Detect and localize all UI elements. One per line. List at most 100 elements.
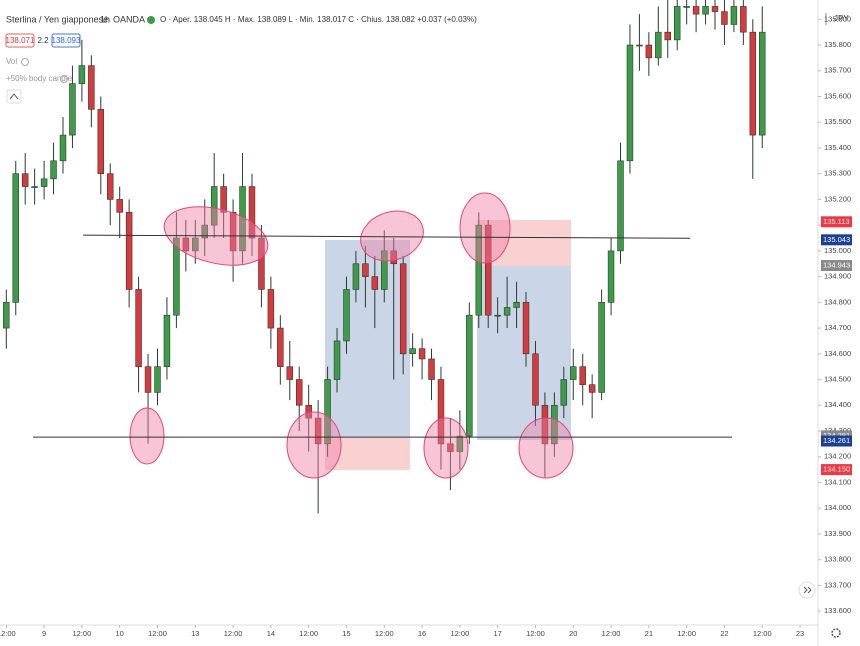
bid[interactable]: 138.071: [6, 36, 35, 45]
candle-body: [655, 31, 662, 59]
y-tick-label: 133.600: [824, 606, 851, 615]
price-tag: [821, 260, 852, 272]
indicator-icon[interactable]: [21, 58, 29, 66]
x-tick-label: 20: [569, 629, 577, 638]
currency[interactable]: JPY: [834, 14, 849, 23]
candle-body: [173, 237, 180, 316]
candle-body: [588, 384, 596, 393]
candle-body: [522, 302, 530, 355]
y-tick-label: 134.700: [824, 323, 851, 332]
ellipse: [129, 407, 165, 465]
indicator-icon[interactable]: [60, 75, 68, 83]
candle-body: [125, 211, 133, 290]
candle-body: [352, 263, 360, 290]
candle-body: [437, 379, 445, 445]
x-tick-label: 12:00: [526, 629, 545, 638]
candle-body: [40, 178, 48, 187]
candle-body: [390, 250, 397, 265]
candle-body: [50, 160, 57, 180]
settings-button[interactable]: [831, 628, 841, 638]
candle-body: [636, 44, 643, 47]
candle-body: [484, 224, 492, 316]
highlight-ellipses: [129, 192, 574, 479]
candle-body: [466, 314, 473, 437]
price-tag-label: 134.281: [823, 431, 850, 440]
candle-body: [617, 160, 624, 252]
candle-body: [31, 186, 38, 188]
candle-body: [683, 6, 690, 8]
candle-body: [730, 6, 738, 25]
x-tick-label: 12:00: [375, 629, 394, 638]
x-tick-label: 12:00: [224, 629, 243, 638]
source: OANDA: [113, 14, 145, 24]
candle-body: [607, 250, 615, 303]
candle-body: [532, 353, 539, 406]
indicator[interactable]: +50% body candle: [6, 74, 73, 83]
long-position-stop: [325, 437, 410, 470]
price-tag-label: 134.943: [823, 261, 850, 270]
indicator[interactable]: Vol: [6, 57, 17, 66]
y-tick-label: 133.900: [824, 529, 851, 538]
x-tick-label: 21: [645, 629, 653, 638]
spread: 2.2: [37, 36, 49, 45]
x-tick-label: 14: [267, 629, 275, 638]
scroll-icon: [803, 586, 812, 594]
candle-body: [711, 6, 719, 12]
collapse-icon: [9, 93, 19, 100]
market-status: [147, 16, 155, 24]
candle-body: [598, 302, 605, 393]
candle-body: [59, 134, 67, 162]
y-tick-label: 135.400: [824, 143, 851, 152]
ellipse: [423, 417, 469, 479]
candle-body: [12, 173, 19, 303]
x-tick-label: 12:00: [677, 629, 696, 638]
collapse-button[interactable]: [6, 89, 22, 104]
price-tag: [821, 464, 852, 476]
candle-body: [645, 44, 653, 59]
candle-body: [258, 237, 265, 290]
candle-body: [749, 31, 757, 136]
x-tick-label: 17: [493, 629, 501, 638]
candle-body: [296, 379, 303, 406]
y-tick-label: 135.900: [824, 14, 851, 23]
y-tick-label: 135.300: [824, 169, 851, 178]
price-tag-label: 134.150: [823, 465, 850, 474]
candle-body: [277, 327, 284, 367]
candle-body: [362, 263, 369, 277]
candle-body: [154, 366, 161, 393]
ellipse: [518, 417, 574, 479]
price-axis: 133.600 133.700 133.800 133.900 134.000 134.1…: [818, 14, 851, 615]
ask-box[interactable]: [51, 33, 81, 48]
candle-body: [759, 31, 766, 136]
candle-body: [324, 379, 331, 445]
y-tick-label: 135.700: [824, 66, 851, 75]
candle-body: [210, 186, 218, 226]
candles: [3, 0, 766, 514]
price-tag-label: 135.113: [823, 217, 850, 226]
x-tick-label: 22: [720, 629, 728, 638]
candle-body: [286, 366, 294, 380]
candle-body: [163, 314, 171, 367]
bid-box[interactable]: [5, 33, 35, 48]
candle-body: [192, 237, 199, 252]
ellipse: [459, 192, 511, 264]
candle-body: [107, 173, 114, 200]
y-tick-label: 134.100: [824, 477, 851, 486]
y-tick-label: 134.500: [824, 375, 851, 384]
x-tick-label: 12:00: [450, 629, 469, 638]
y-tick-label: 134.200: [824, 452, 851, 461]
y-tick-label: 135.000: [824, 246, 851, 255]
x-tick-label: 12:00: [602, 629, 621, 638]
y-tick-label: 134.600: [824, 349, 851, 358]
candle-body: [494, 314, 501, 317]
ask[interactable]: 138.093: [52, 36, 81, 45]
candle-body: [116, 199, 123, 213]
candle-body: [475, 224, 482, 316]
candle-body: [409, 348, 416, 355]
short-position-stop: [477, 220, 571, 266]
candle-body: [702, 6, 709, 15]
price-tag: [821, 234, 852, 246]
candle-body: [513, 302, 520, 308]
candle-body: [503, 307, 511, 316]
candle-body: [626, 44, 634, 162]
